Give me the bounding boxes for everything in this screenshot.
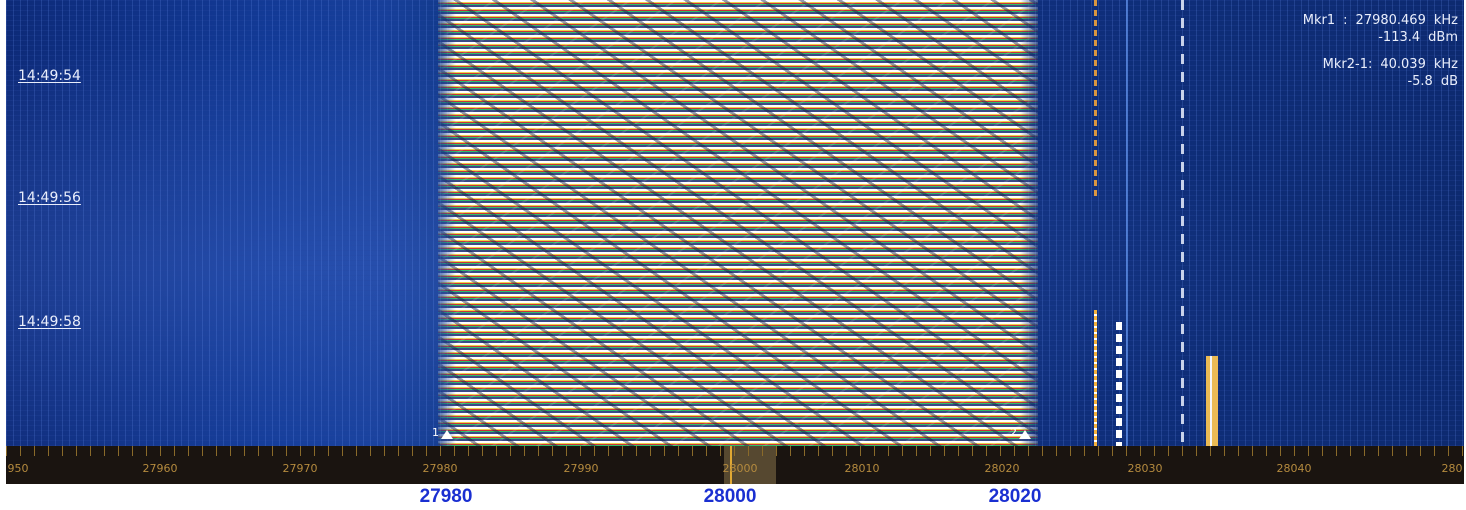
spur-white-dashed-trace (1181, 0, 1184, 446)
mkr1-readout: Mkr1 : 27980.469 kHz -113.4 dBm (1303, 12, 1458, 46)
mkr1-level-unit: dBm (1428, 30, 1458, 45)
mkr2-label: Mkr2-1: (1322, 57, 1373, 72)
mkr1-frequency-unit: kHz (1433, 13, 1458, 28)
timestamp-label: 14:49:56 (18, 190, 81, 206)
spur-orange-trace (1094, 0, 1097, 200)
timestamp-label: 14:49:58 (18, 314, 81, 330)
axis-tick-label: 28010 (844, 462, 880, 475)
signal-band (438, 0, 1038, 446)
timestamp-label: 14:49:54 (18, 68, 81, 84)
signal-diagonal-pattern (438, 0, 1038, 446)
waterfall-display[interactable]: 14:49:54 14:49:56 14:49:58 Mkr1 : 27980.… (6, 0, 1464, 446)
spur-white-lower-trace (1116, 322, 1122, 446)
marker-1[interactable]: 1 (432, 426, 453, 439)
mkr2-readout: Mkr2-1: 40.039 kHz -5.8 dB (1303, 56, 1458, 90)
marker-readout-panel: Mkr1 : 27980.469 kHz -113.4 dBm Mkr2-1: … (1303, 12, 1458, 90)
mkr1-separator: : (1343, 13, 1348, 28)
marker-2-number: 2 (1010, 426, 1017, 439)
mkr2-level-unit: dB (1440, 74, 1458, 89)
axis-tick-label: 28000 (722, 462, 758, 475)
annotation-label-28000: 28000 (703, 486, 757, 507)
marker-triangle-icon (441, 430, 453, 439)
marker-1-number: 1 (432, 426, 439, 439)
axis-center-line (730, 446, 732, 484)
axis-tick-label: 950 (7, 462, 29, 475)
mkr2-frequency: 40.039 (1380, 57, 1426, 72)
mkr1-label: Mkr1 (1302, 13, 1336, 28)
axis-tick-label: 27990 (563, 462, 599, 475)
axis-tick-marks (6, 446, 1464, 456)
axis-tick-label: 280 (1441, 462, 1463, 475)
spur-orange-lower-trace (1094, 310, 1097, 446)
mkr2-level: -5.8 (1407, 74, 1433, 89)
spur-blue-trace (1126, 0, 1128, 446)
spur-pair-trace (1206, 356, 1218, 446)
mkr1-frequency: 27980.469 (1355, 13, 1426, 28)
axis-tick-label: 27960 (142, 462, 178, 475)
marker-2[interactable]: 2 (1010, 426, 1031, 439)
axis-tick-label: 28020 (984, 462, 1020, 475)
frequency-axis[interactable]: 950 27960 27970 27980 27990 28000 28010 … (6, 446, 1464, 484)
axis-tick-label: 28030 (1127, 462, 1163, 475)
axis-tick-label: 28040 (1276, 462, 1312, 475)
axis-tick-label: 27980 (422, 462, 458, 475)
marker-triangle-icon (1019, 430, 1031, 439)
mkr1-level: -113.4 (1378, 30, 1421, 45)
annotation-label-27980: 27980 (419, 486, 473, 507)
annotation-label-28020: 28020 (988, 486, 1042, 507)
axis-tick-label: 27970 (282, 462, 318, 475)
mkr2-frequency-unit: kHz (1433, 57, 1458, 72)
